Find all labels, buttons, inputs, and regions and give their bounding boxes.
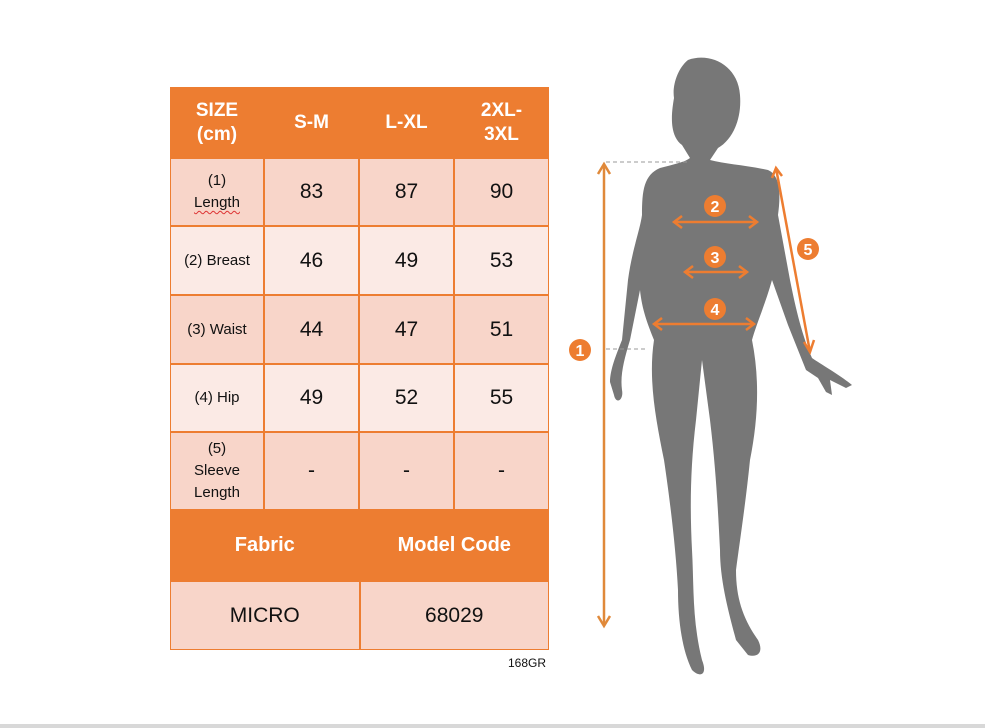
marker-4-label: 4 xyxy=(711,302,720,319)
table-header-row: SIZE (cm) S-M L-XL 2XL-3XL xyxy=(170,87,549,158)
product-code: 168GR xyxy=(508,656,547,670)
row-label-text: (1) xyxy=(207,172,227,189)
marker-3 xyxy=(704,246,726,268)
size-value-cell: - xyxy=(264,432,359,510)
size-value-cell: 49 xyxy=(359,226,454,295)
table-row: (3) Waist 44 47 51 xyxy=(170,295,549,364)
row-label-text: Sleeve xyxy=(194,462,240,479)
size-value-cell: 90 xyxy=(454,158,549,226)
table-row: (5) Sleeve Length - - - xyxy=(170,432,549,510)
marker-5 xyxy=(797,238,819,260)
size-value-cell: 52 xyxy=(359,364,454,432)
marker-1 xyxy=(569,339,591,361)
size-value-cell: 87 xyxy=(359,158,454,226)
header-l-xl: L-XL xyxy=(359,87,454,158)
row-label-text: (4) Hip xyxy=(194,389,240,406)
size-value-cell: 51 xyxy=(454,295,549,364)
size-value-cell: 47 xyxy=(359,295,454,364)
model-code-value: 68029 xyxy=(359,581,549,650)
size-value-cell: - xyxy=(359,432,454,510)
marker-5-label: 5 xyxy=(804,242,813,259)
table-row: (4) Hip 49 52 55 xyxy=(170,364,549,432)
table-body: (1) Length 83 87 90 (2) Breast 46 49 53 (3) Waist… xyxy=(170,158,549,510)
header-2xl-3xl: 2XL-3XL xyxy=(454,87,549,158)
header-size: SIZE (cm) xyxy=(170,87,264,158)
size-value-cell: 44 xyxy=(264,295,359,364)
table-row: (2) Breast 46 49 53 xyxy=(170,226,549,295)
body-silhouette-figure: 1 2 3 4 5 xyxy=(569,57,852,675)
marker-2-label: 2 xyxy=(711,199,720,216)
header-text: 2XL-3XL xyxy=(480,99,523,145)
size-value-cell: 55 xyxy=(454,364,549,432)
fabric-header-row: Fabric Model Code xyxy=(170,510,549,581)
row-label-text: (3) Waist xyxy=(187,320,247,338)
header-s-m: S-M xyxy=(264,87,359,158)
silhouette xyxy=(610,57,852,675)
table-row: (1) Length 83 87 90 xyxy=(170,158,549,226)
marker-1-label: 1 xyxy=(576,343,585,360)
row-label: (3) Waist xyxy=(170,295,264,364)
marker-3-label: 3 xyxy=(711,250,720,267)
header-text: (cm) xyxy=(196,123,238,145)
fabric-label: Fabric xyxy=(170,510,360,581)
row-label-text: (5) xyxy=(207,440,227,457)
size-value-cell: 83 xyxy=(264,158,359,226)
bottom-divider xyxy=(0,724,985,728)
row-label-text: (2) Breast xyxy=(184,251,250,269)
size-value-cell: 49 xyxy=(264,364,359,432)
header-text: SIZE xyxy=(195,99,239,121)
size-value-cell: 46 xyxy=(264,226,359,295)
fabric-value: MICRO xyxy=(170,581,360,650)
size-chart-table: SIZE (cm) S-M L-XL 2XL-3XL (1) Length 83 87 9… xyxy=(170,87,549,650)
row-label: (2) Breast xyxy=(170,226,264,295)
model-code-label: Model Code xyxy=(359,510,549,581)
size-value-cell: 53 xyxy=(454,226,549,295)
row-label-text: Length xyxy=(194,194,240,211)
row-label-text: Length xyxy=(194,484,240,501)
marker-4 xyxy=(704,298,726,320)
row-label: (1) Length xyxy=(170,158,264,226)
measurement-markers: 1 2 3 4 5 xyxy=(569,195,819,361)
row-label: (4) Hip xyxy=(170,364,264,432)
measurement-lines xyxy=(596,161,816,629)
row-label: (5) Sleeve Length xyxy=(170,432,264,510)
marker-2 xyxy=(704,195,726,217)
fabric-value-row: MICRO 68029 xyxy=(170,581,549,650)
size-value-cell: - xyxy=(454,432,549,510)
